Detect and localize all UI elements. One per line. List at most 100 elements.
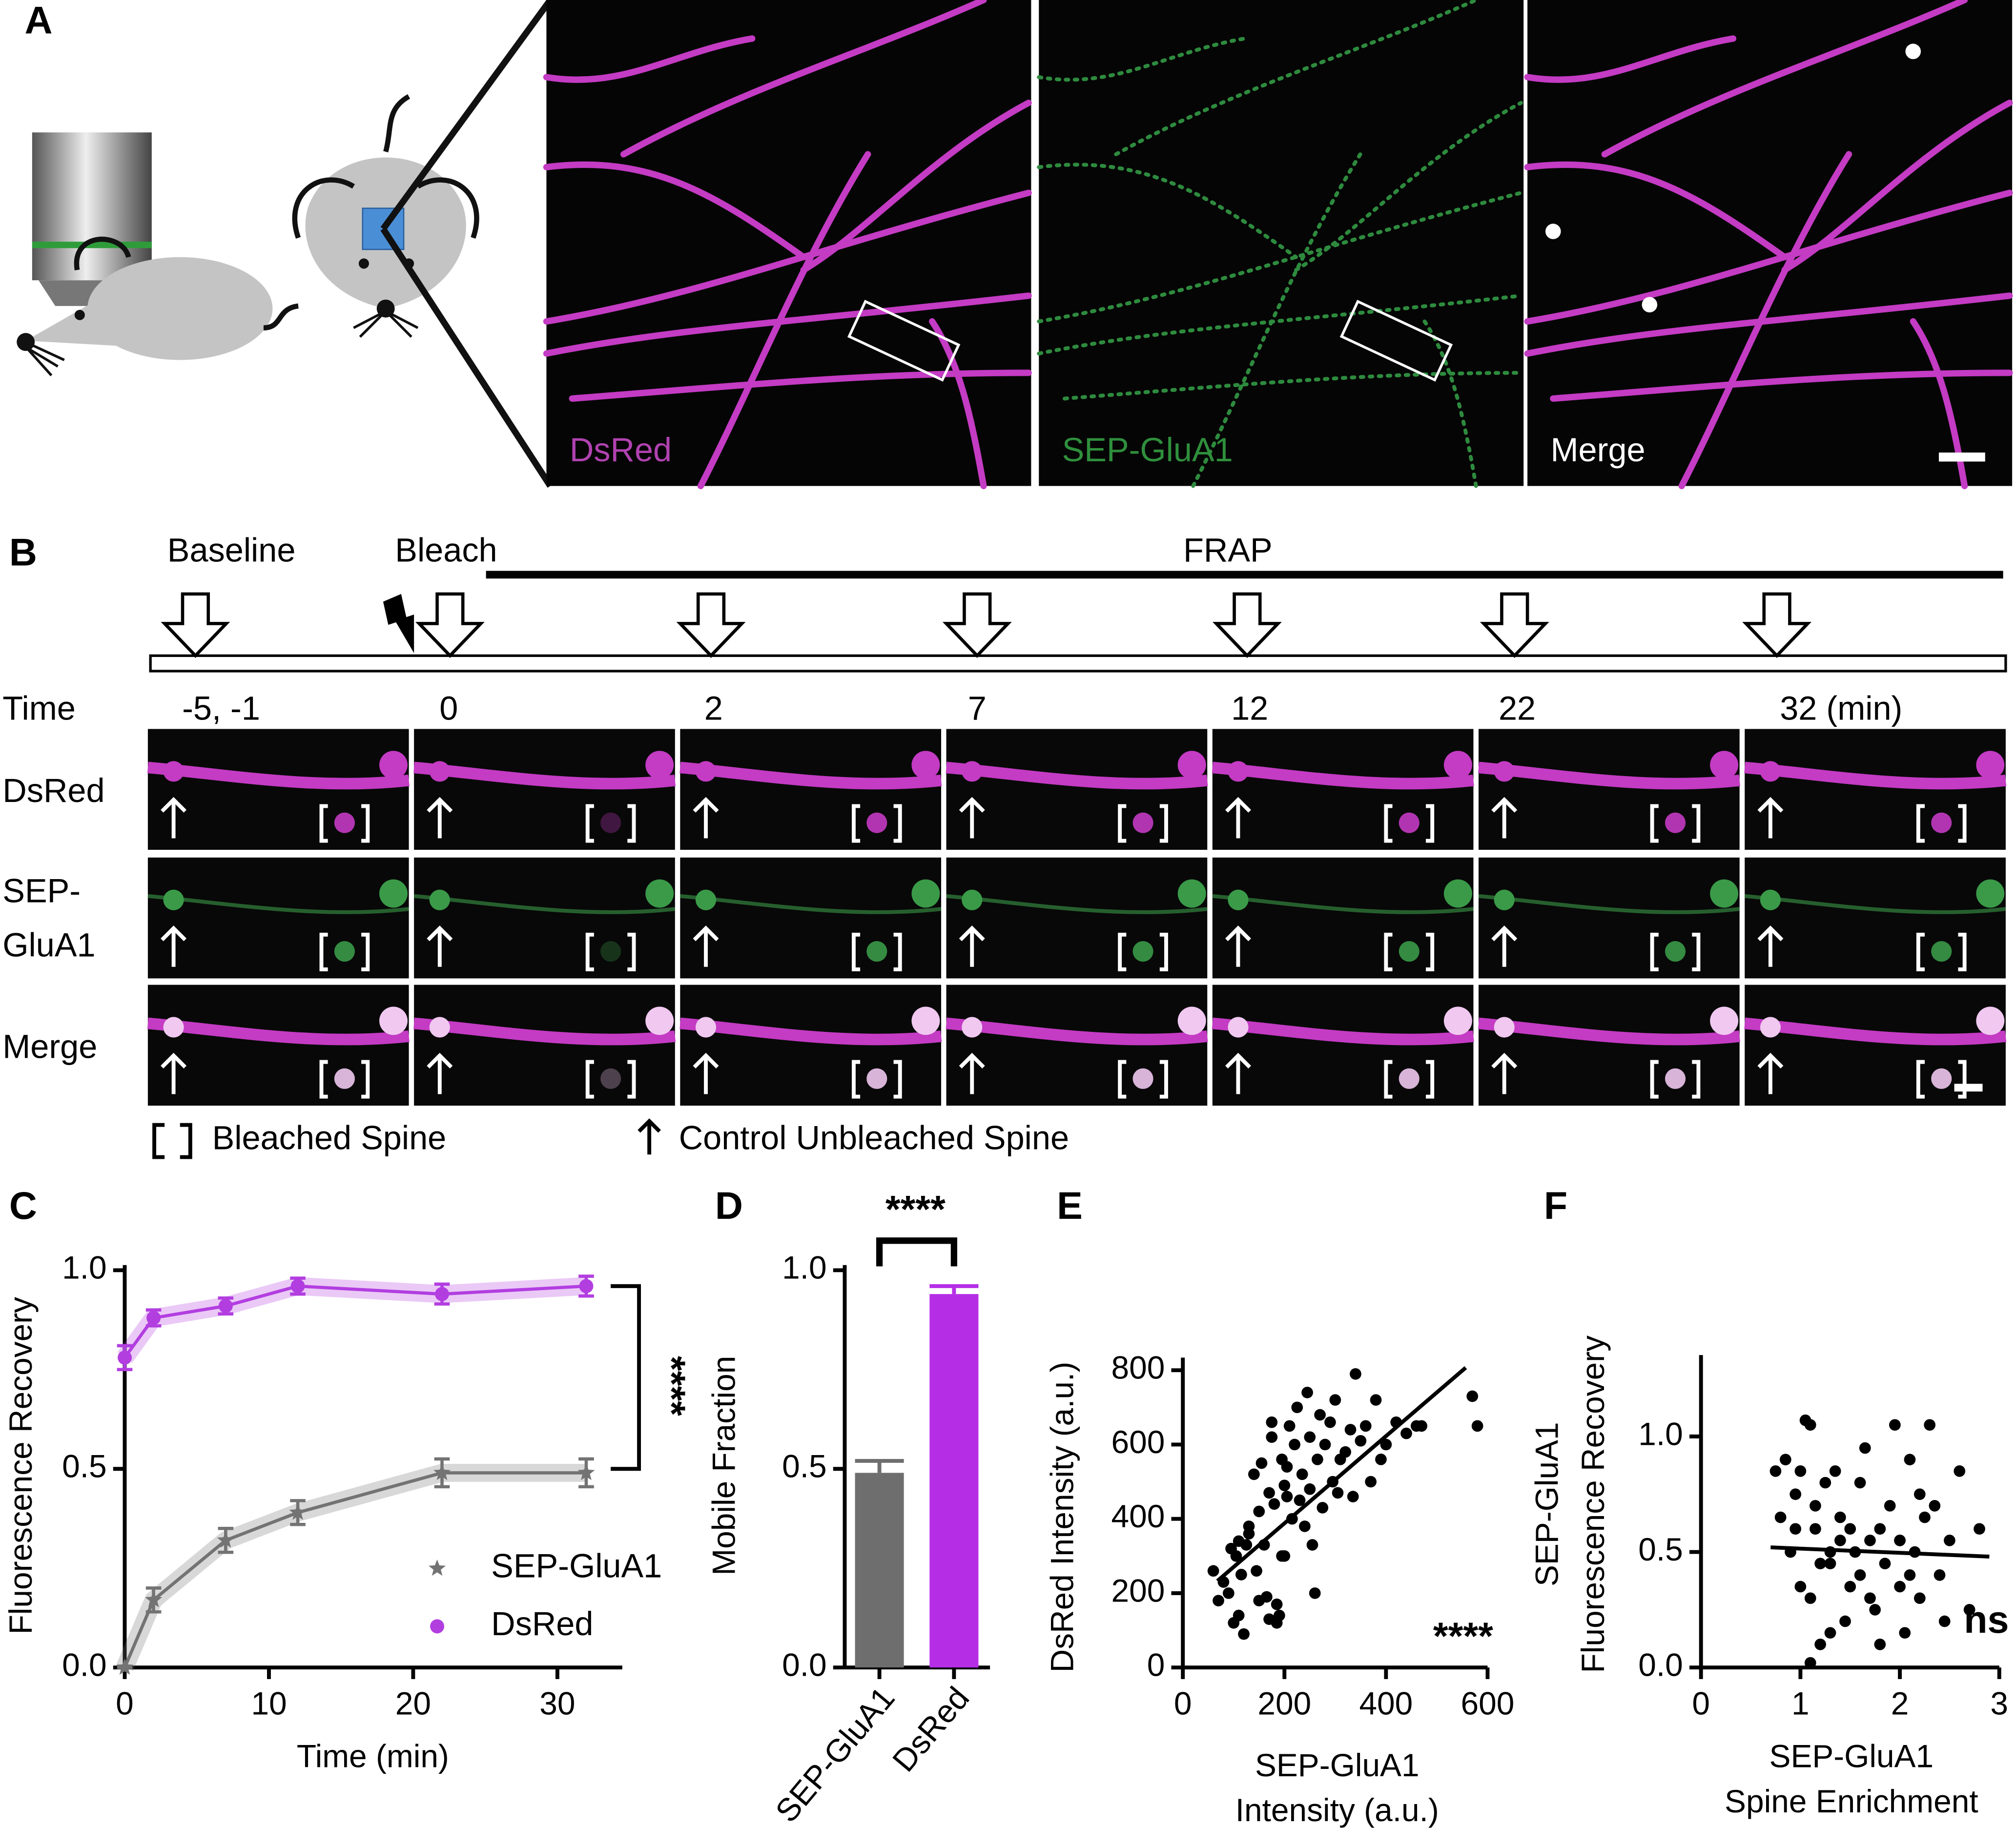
scatter-point [1304,1483,1316,1495]
dendrite [1524,189,2013,325]
scatter-point [1814,1639,1826,1650]
arrow-icon [959,1052,985,1094]
mouse-illustration [17,0,553,488]
scatter-point [1339,1446,1351,1458]
scatter-point [1365,1476,1377,1488]
x-tick-label: 10 [251,1685,287,1722]
panel-label: B [9,531,37,574]
x-tick-label: SEP-GluA1 [768,1680,902,1828]
scatter-point [1296,1468,1308,1480]
arrow-icon [427,1052,453,1094]
scatter-point [1824,1627,1836,1639]
cell-spine [1228,889,1249,910]
dendrite [1524,35,1737,83]
scatter-point [1829,1465,1841,1477]
dendrite [1294,101,1523,272]
scatter-point [1230,1550,1242,1562]
scatter-point [1243,1528,1255,1540]
bracket-icon [1916,804,1967,843]
scatter-point [1291,1401,1303,1414]
cell-bg [946,985,1208,1106]
scatter-point [1261,1591,1273,1603]
bracket-icon [1384,804,1435,843]
scatter-point [1904,1454,1916,1466]
channel-label: Merge [1551,431,1646,469]
x-tick-label: 400 [1359,1685,1413,1722]
panel-label: E [1057,1184,1083,1227]
arrow-icon [1757,925,1784,967]
cell-bg [414,985,675,1106]
y-tick-label: 1.0 [782,1250,827,1286]
scatter-point [1884,1500,1896,1512]
scatter-point [1804,1657,1816,1669]
cell-bg [1212,985,1474,1106]
scatter-point [1266,1416,1278,1428]
scatter-point [1954,1465,1966,1477]
bracket-icon [585,1060,636,1099]
scatter-point [1790,1523,1802,1535]
dendrite [1781,100,2013,273]
bleach-bolt [383,594,414,654]
cell-bg [1745,857,2006,979]
bracket-icon [851,1060,902,1099]
cell-spine [645,751,674,780]
scatter-point [1859,1442,1871,1454]
dendrite [543,35,756,83]
scatter-point [1974,1523,1985,1535]
bracket-icon [851,932,902,971]
error-bar [855,1459,904,1473]
scatter-point [1347,1491,1359,1502]
bar [929,1294,979,1668]
cell-bg [414,857,675,979]
y-tick-label: 0.5 [1638,1531,1683,1567]
x-axis-label: SEP-GluA1 [1255,1747,1419,1783]
scatter-point [1271,1598,1283,1610]
mouse-nose [17,333,35,351]
scatter-point [1769,1465,1782,1477]
scatter-point [1899,1627,1911,1639]
scatter-point [1294,1494,1306,1506]
scatter-point [1810,1523,1821,1535]
bracket-icon [1650,1060,1701,1099]
scatter-point [1834,1535,1846,1546]
scatter-point [1854,1569,1866,1581]
dendrite [1037,37,1247,82]
scatter-point [1370,1394,1382,1406]
legend-text: Bleached Spine [212,1119,447,1156]
scatter-point [1268,1498,1280,1510]
scatter-point [1235,1569,1247,1581]
dendrite [697,151,871,490]
cell-spine [163,761,184,782]
bleached-spine [1132,812,1153,833]
x-axis-label: SEP-GluA1 [1769,1738,1934,1774]
puncta [1642,297,1658,313]
scatter-point [1834,1511,1846,1523]
marker-star [145,1591,163,1607]
scatter-point [1266,1431,1278,1443]
arrow-icon [1757,1052,1784,1094]
micrograph [1524,0,2013,490]
scatter-point [1251,1565,1262,1577]
scatter-point [1317,1501,1329,1514]
time-value: 12 [1231,690,1268,727]
panel-label: C [9,1184,37,1227]
bracket-icon [1118,932,1168,971]
x-axis-label: Time (min) [297,1738,449,1774]
cell-spine [695,889,717,910]
channel-label: DsRed [570,431,672,469]
arrow-icon [693,797,719,839]
y-tick-label: 400 [1111,1498,1165,1534]
dendrite [620,0,987,158]
scatter-point [1814,1558,1826,1570]
zoom-lines [380,0,553,488]
cell-spine [429,889,450,910]
micrograph-bg [1039,0,1524,486]
arrow-icon [427,925,453,967]
marker-circle [435,1287,449,1301]
y-axis-label: DsRed Intensity (a.u.) [1044,1362,1080,1673]
scatter-point [1281,1491,1293,1502]
scatter-point [1207,1565,1219,1577]
dendrite [1037,191,1523,324]
arrow-icon [1225,925,1251,967]
scatter-point [1375,1454,1387,1465]
